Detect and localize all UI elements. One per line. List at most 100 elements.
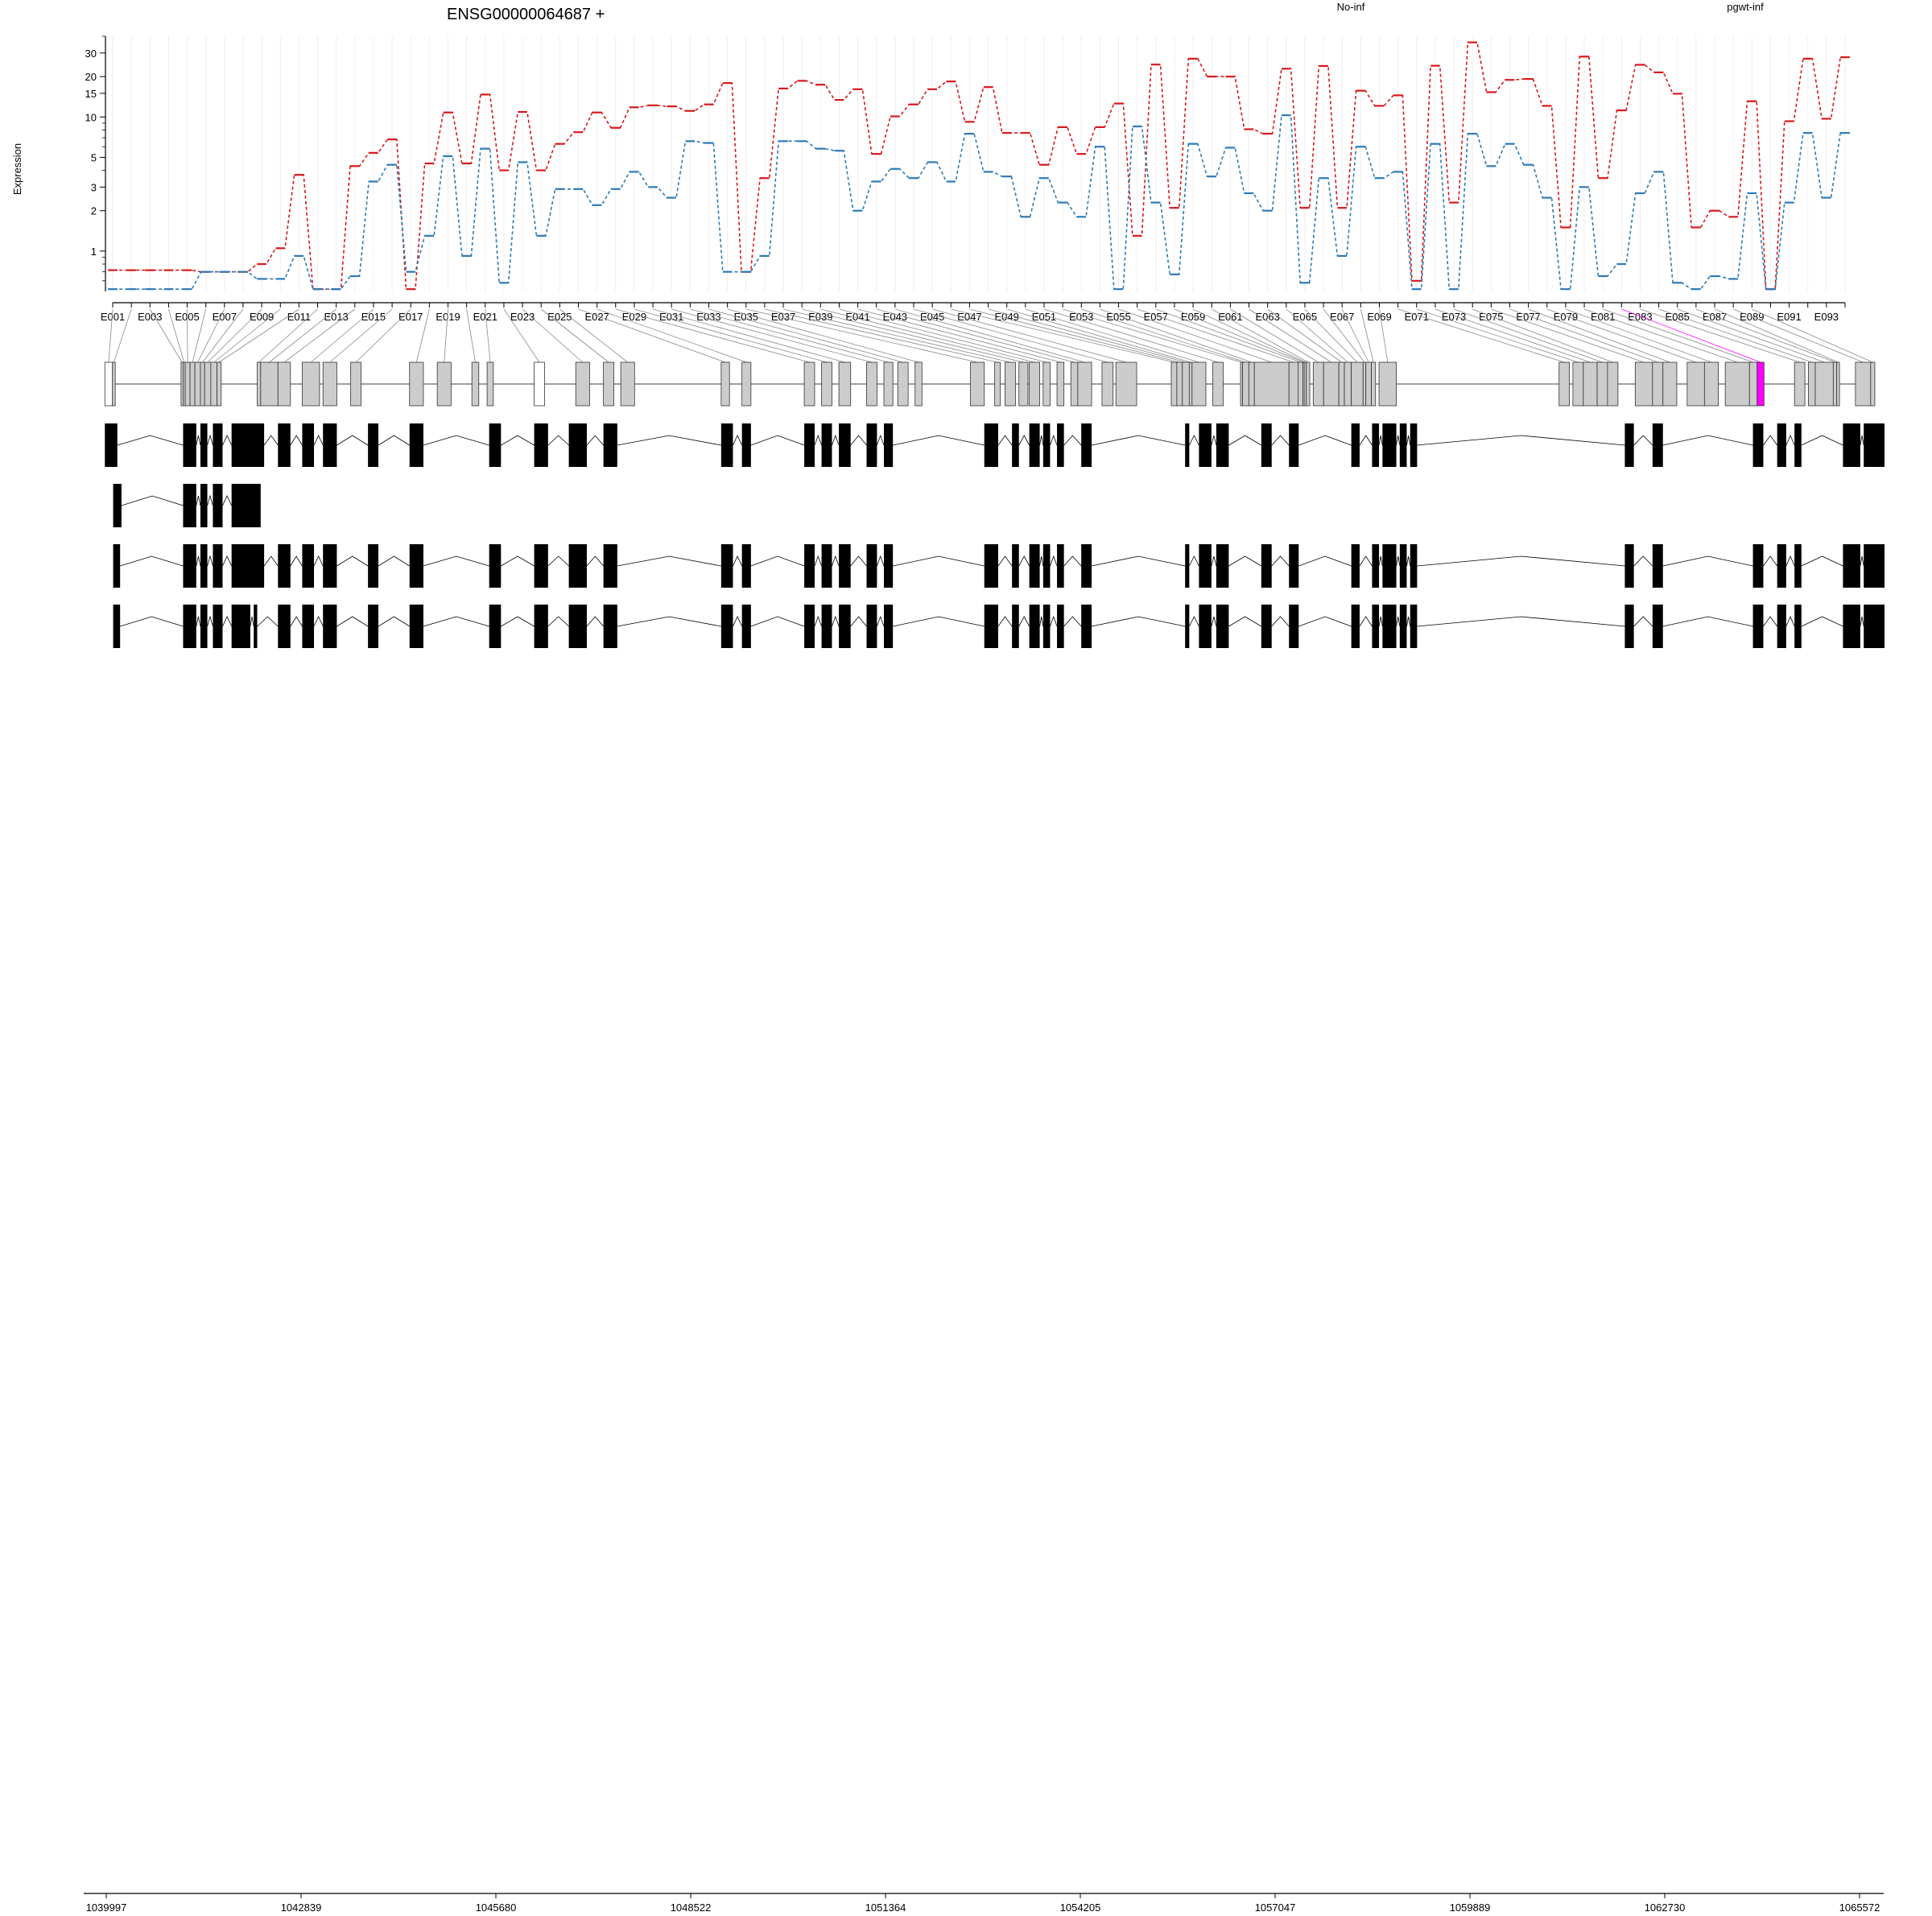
transcript-exon (1794, 605, 1802, 648)
transcript-exon (1652, 423, 1663, 467)
exon-label: E075 (1479, 311, 1503, 323)
transcript-exon (984, 605, 998, 648)
transcript-exon (183, 484, 196, 527)
transcript-intron (1091, 616, 1186, 627)
transcript-exon (409, 605, 423, 648)
transcript-exon (1029, 423, 1040, 467)
transcript-intron (1633, 435, 1653, 446)
exon-connector (1006, 308, 1191, 363)
transcript-exon (866, 423, 877, 467)
exon-label: E011 (287, 311, 311, 323)
transcript-intron (1188, 435, 1199, 446)
exon-connector (690, 308, 889, 363)
exon-box (1191, 361, 1207, 407)
exon-connector (269, 308, 336, 363)
transcript-exon (1382, 605, 1397, 648)
transcript-intron (263, 555, 279, 567)
transcript-intron (423, 555, 489, 567)
transcript-intron (733, 555, 743, 567)
exon-box (409, 361, 424, 407)
transcript-intron (1039, 555, 1044, 567)
transcript-intron (207, 555, 213, 567)
exon-connector (1752, 308, 1873, 363)
exon-box (204, 361, 212, 407)
transcript-intron (1662, 435, 1753, 446)
exon-box (322, 361, 337, 407)
transcript-exon (231, 605, 250, 648)
transcript-exon (1351, 605, 1360, 648)
transcript-exon (568, 605, 587, 648)
transcript-exon (534, 605, 548, 648)
exon-box (210, 361, 218, 407)
transcript-exon (1794, 423, 1802, 467)
transcript-intron (1406, 616, 1411, 627)
exon-connector (764, 308, 998, 363)
exon-label: E047 (957, 311, 981, 323)
transcript-intron (1417, 435, 1625, 446)
transcript-exon (1624, 544, 1634, 588)
transcript-exon (839, 605, 851, 648)
exon-connector (1100, 308, 1252, 363)
exon-box (1018, 361, 1029, 407)
exon-connector (1379, 308, 1389, 363)
exon-box (603, 361, 614, 407)
transcript-exon (1012, 544, 1019, 588)
exon-label: E083 (1628, 311, 1652, 323)
exon-box (1607, 361, 1619, 407)
exon-connector (197, 308, 225, 363)
exon-box (257, 361, 262, 407)
exon-box (1323, 361, 1340, 407)
series-lines (108, 41, 1850, 291)
transcript-intron (832, 434, 840, 446)
transcript-exon (1843, 605, 1860, 648)
transcript-intron (290, 435, 303, 446)
exon-connector (857, 308, 1061, 363)
exon-connector (559, 308, 628, 363)
transcript-intron (1271, 435, 1290, 446)
transcript-intron (222, 435, 233, 446)
transcript-intron (290, 555, 303, 567)
exon-box (1170, 361, 1178, 407)
transcript-exon (1399, 544, 1407, 588)
exon-connector (168, 308, 185, 363)
exon-label: E043 (883, 311, 907, 323)
transcript-exon (839, 544, 851, 588)
exon-box (1832, 361, 1838, 407)
exon-connector (578, 308, 726, 363)
transcript-exon (741, 423, 751, 467)
exon-label: E009 (250, 311, 274, 323)
transcript-intron (893, 616, 985, 627)
y-tick-label: 1 (91, 246, 97, 258)
transcript-exon (1289, 544, 1299, 588)
transcript-exon (1261, 605, 1272, 648)
exon-box (1344, 361, 1352, 407)
transcript-exon (720, 544, 733, 588)
transcript-exon (839, 423, 851, 467)
exon-connector (1714, 308, 1839, 363)
transcript-intron (378, 555, 410, 567)
exon-box (821, 361, 832, 407)
transcript-exon (1410, 544, 1418, 588)
transcript-exon (1185, 423, 1190, 467)
exon-box (1176, 361, 1183, 407)
transcript-exon (1864, 605, 1885, 648)
transcript-exon (534, 423, 548, 467)
transcript-exon (884, 605, 894, 648)
transcript-exon (1777, 544, 1786, 588)
y-tick-label: 15 (85, 88, 97, 100)
exon-box (1188, 361, 1193, 407)
transcript-exon (183, 544, 196, 588)
exon-box (1298, 361, 1303, 407)
exon-box (620, 361, 635, 407)
exon-label: E019 (436, 311, 460, 323)
exon-connector (839, 308, 1047, 363)
exon-box (200, 361, 205, 407)
transcript-exon (804, 423, 815, 467)
exon-box (260, 361, 279, 407)
exon-box (1814, 361, 1834, 407)
exon-connector (1174, 308, 1304, 363)
transcript-exon (302, 423, 315, 467)
exon-box (534, 361, 545, 407)
transcript-exon (1199, 423, 1212, 467)
transcript-exon (1399, 605, 1407, 648)
